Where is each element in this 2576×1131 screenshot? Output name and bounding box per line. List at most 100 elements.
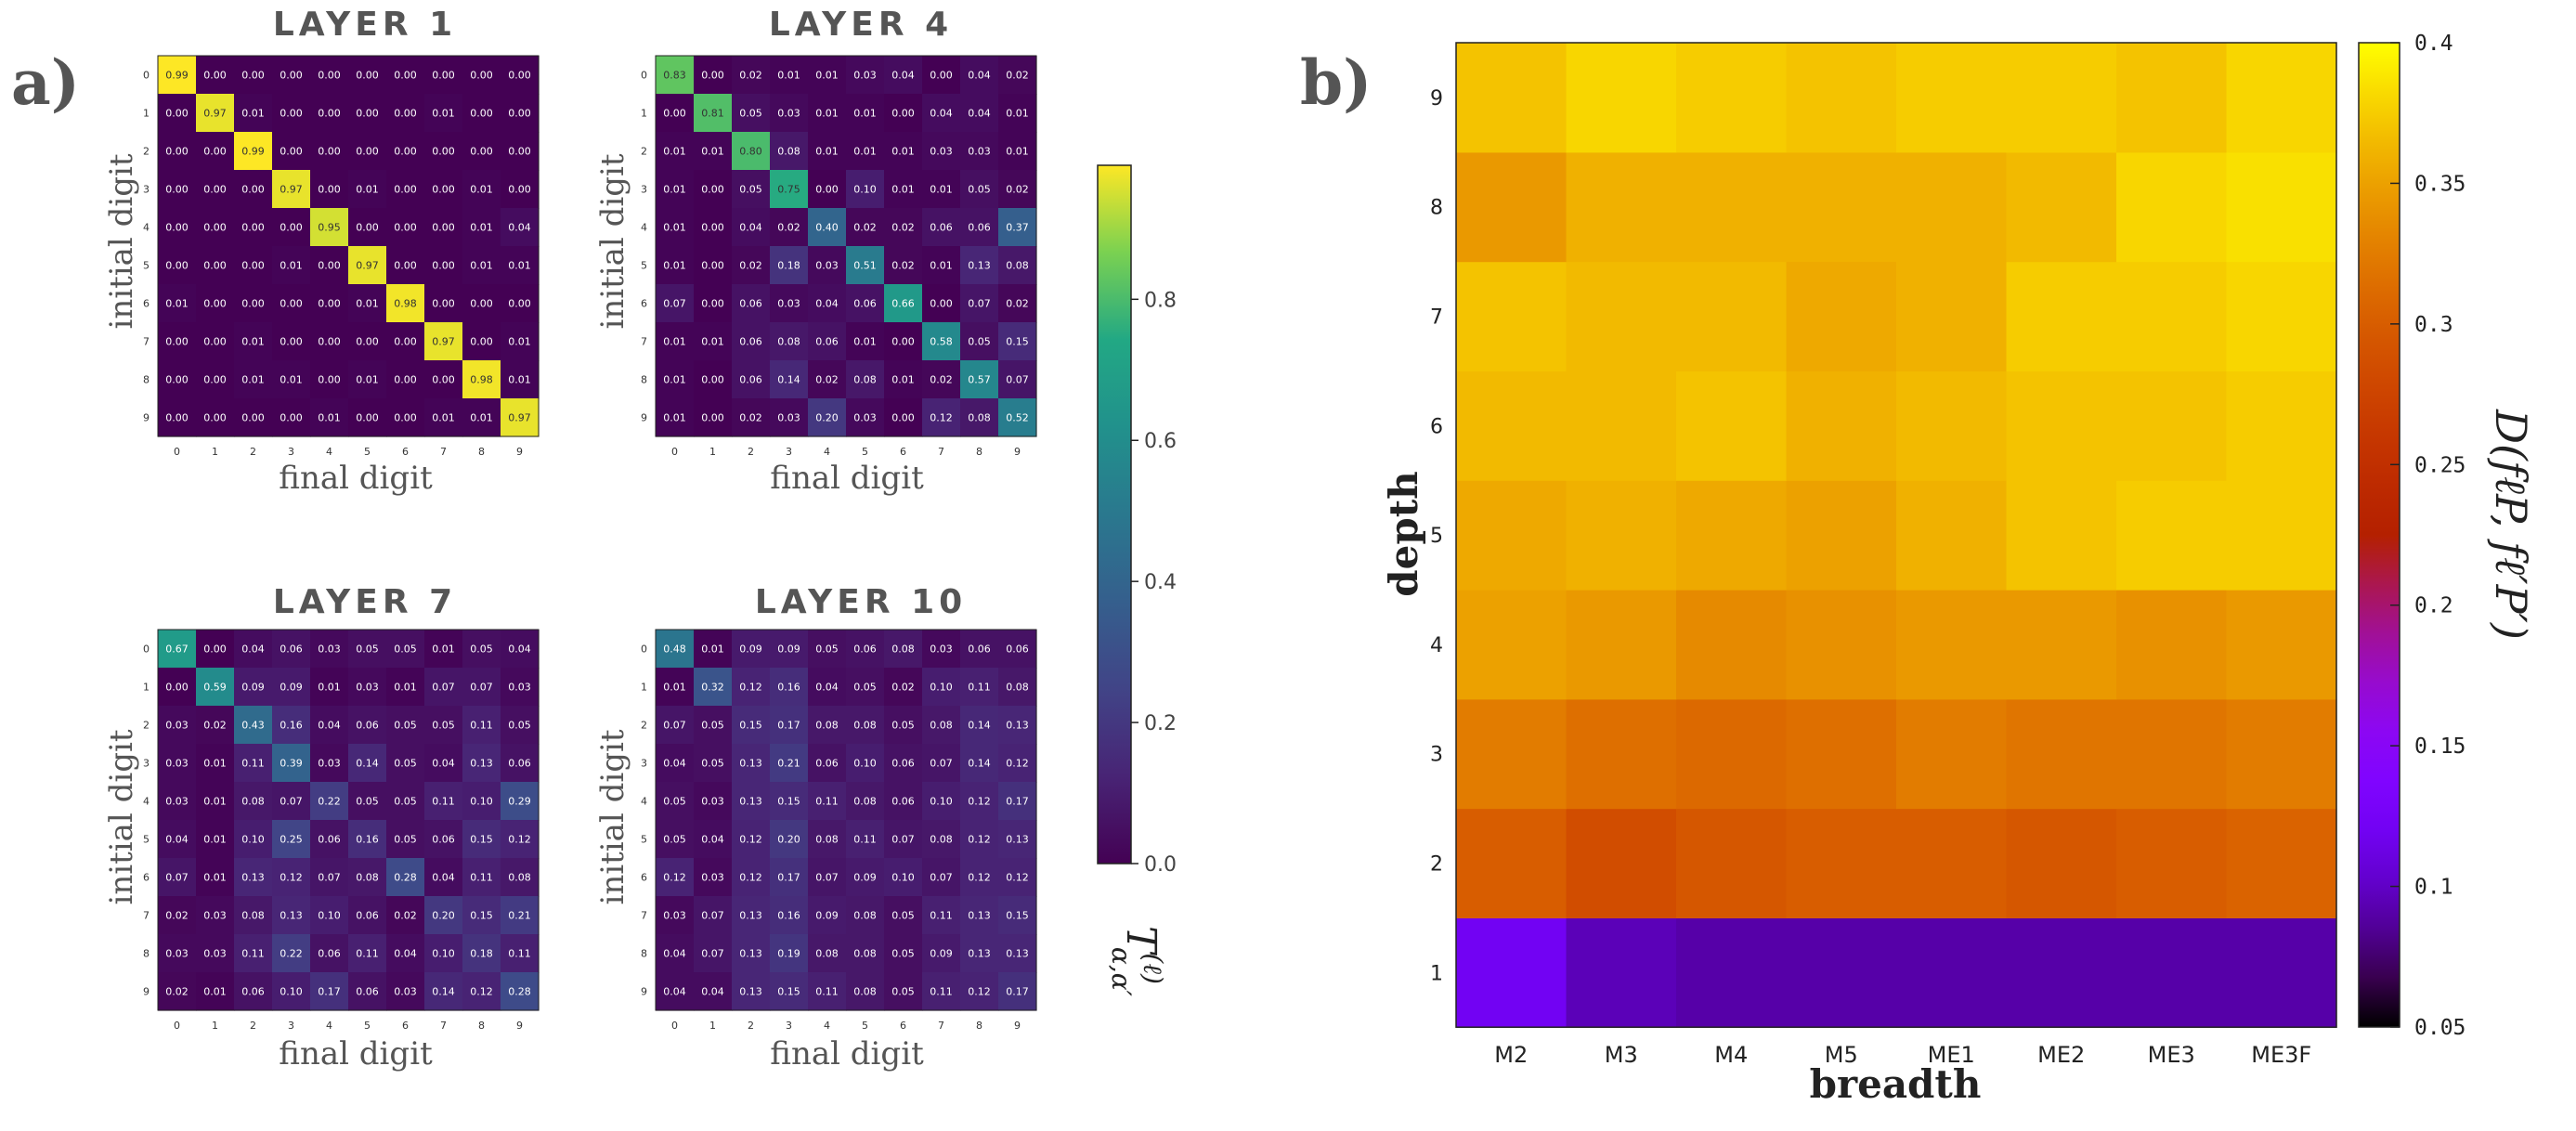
cell-value-label: 0.04 (891, 70, 915, 82)
heatmap-cell (2006, 590, 2117, 700)
x-tick-label: 0 (174, 1020, 180, 1032)
cell-value-label: 0.08 (241, 910, 265, 922)
heatmap-cell (770, 132, 809, 171)
cell-value-label: 0.00 (356, 412, 379, 424)
heatmap-cell (386, 360, 425, 399)
cell-value-label: 0.01 (663, 222, 686, 234)
cell-value-label: 0.05 (394, 720, 417, 732)
y-tick-label: 8 (143, 374, 150, 386)
cell-value-label: 0.08 (891, 644, 915, 656)
heatmap-cell (656, 56, 695, 95)
heatmap-cell (732, 896, 771, 935)
heatmap-cell (694, 782, 733, 821)
heatmap-cell (272, 246, 311, 285)
cell-value-label: 0.00 (318, 108, 341, 120)
cell-value-label: 0.00 (241, 298, 265, 310)
heatmap-cell (808, 132, 847, 171)
cell-value-label: 0.13 (1006, 834, 1029, 846)
cell-value-label: 0.01 (470, 184, 493, 196)
heatmap-cell (922, 706, 961, 745)
x-tick-label: 7 (440, 446, 447, 458)
cell-value-label: 0.06 (739, 298, 762, 310)
heatmap-cell (234, 858, 273, 897)
cell-value-label: 0.01 (470, 222, 493, 234)
cell-value-label: 0.10 (432, 948, 455, 960)
y-tick-label: 9 (143, 412, 150, 424)
x-tick-label: 6 (402, 446, 409, 458)
cell-value-label: 0.04 (930, 108, 953, 120)
heatmap-cell (884, 972, 923, 1011)
heatmap-cell (846, 668, 885, 707)
cell-value-label: 0.04 (815, 682, 839, 694)
heatmap-cell (922, 934, 961, 973)
colorbar-b-tick-label: 0.15 (2414, 734, 2465, 759)
cell-value-label: 0.01 (356, 374, 379, 386)
cell-value-label: 0.10 (280, 986, 303, 998)
heatmap-cell (770, 820, 809, 859)
heatmap-cell (656, 132, 695, 171)
cell-value-label: 0.01 (203, 758, 227, 770)
cell-value-label: 0.01 (203, 872, 227, 884)
heatmap-cell (846, 132, 885, 171)
heatmap-cell (310, 668, 349, 707)
heatmap-cell (2116, 590, 2228, 700)
cell-value-label: 0.00 (394, 336, 417, 348)
cell-value-label: 0.00 (470, 146, 493, 158)
cell-value-label: 0.07 (318, 872, 341, 884)
cell-value-label: 0.05 (891, 948, 915, 960)
cell-value-label: 0.98 (394, 298, 417, 310)
x-tick-label: 9 (1014, 446, 1021, 458)
cell-value-label: 0.03 (777, 412, 800, 424)
cell-value-label: 0.03 (165, 948, 189, 960)
cell-value-label: 0.08 (853, 948, 877, 960)
y-tick-label: 2 (641, 146, 647, 158)
y-tick-label: 6 (143, 872, 150, 884)
heatmap-cell (196, 630, 235, 669)
cell-value-label: 0.01 (853, 146, 877, 158)
heatmap-cell (922, 246, 961, 285)
heatmap-cell (386, 630, 425, 669)
heatmap-cell (922, 398, 961, 437)
cell-value-label: 0.00 (203, 336, 227, 348)
x-tick-label: 5 (364, 446, 371, 458)
heatmap-cell (808, 934, 847, 973)
cell-value-label: 0.02 (891, 222, 915, 234)
heatmap-cell (310, 858, 349, 897)
cell-value-label: 0.52 (1006, 412, 1029, 424)
cell-value-label: 0.07 (1006, 374, 1029, 386)
heatmap-cell (732, 972, 771, 1011)
cell-value-label: 0.06 (739, 336, 762, 348)
heatmap-cell (732, 170, 771, 209)
cell-value-label: 0.05 (663, 834, 686, 846)
cell-value-label: 0.05 (739, 108, 762, 120)
cell-value-label: 0.04 (432, 872, 455, 884)
heatmap-cell (808, 284, 847, 323)
cell-value-label: 0.14 (356, 758, 379, 770)
cell-value-label: 0.13 (968, 948, 991, 960)
heatmap-cell (158, 322, 197, 361)
heatmap-cell (424, 668, 463, 707)
cell-value-label: 0.07 (663, 720, 686, 732)
cell-value-label: 0.06 (968, 222, 991, 234)
heatmap-cell (386, 322, 425, 361)
y-tick-label: 3 (143, 184, 150, 196)
heatmap-cell (1456, 151, 1568, 263)
colorbar-a-tick-label: 0.0 (1144, 853, 1177, 877)
y-tick-label: 6 (641, 872, 647, 884)
heatmap-cell (348, 360, 387, 399)
heatmap-cell (196, 284, 235, 323)
heatmap-cell (1786, 698, 1897, 810)
heatmap-cell (462, 322, 501, 361)
heatmap-cell (272, 630, 311, 669)
cell-value-label: 0.00 (241, 412, 265, 424)
heatmap-cell (884, 398, 923, 437)
x-tick-label: ME1 (1928, 1042, 1975, 1068)
heatmap-cell (2006, 370, 2117, 481)
cell-value-label: 0.00 (394, 184, 417, 196)
cell-value-label: 0.08 (968, 412, 991, 424)
heatmap-cell (922, 820, 961, 859)
cell-value-label: 0.01 (508, 374, 531, 386)
heatmap-cell (1456, 370, 1568, 481)
cell-value-label: 0.03 (203, 948, 227, 960)
heatmap-cell (310, 782, 349, 821)
